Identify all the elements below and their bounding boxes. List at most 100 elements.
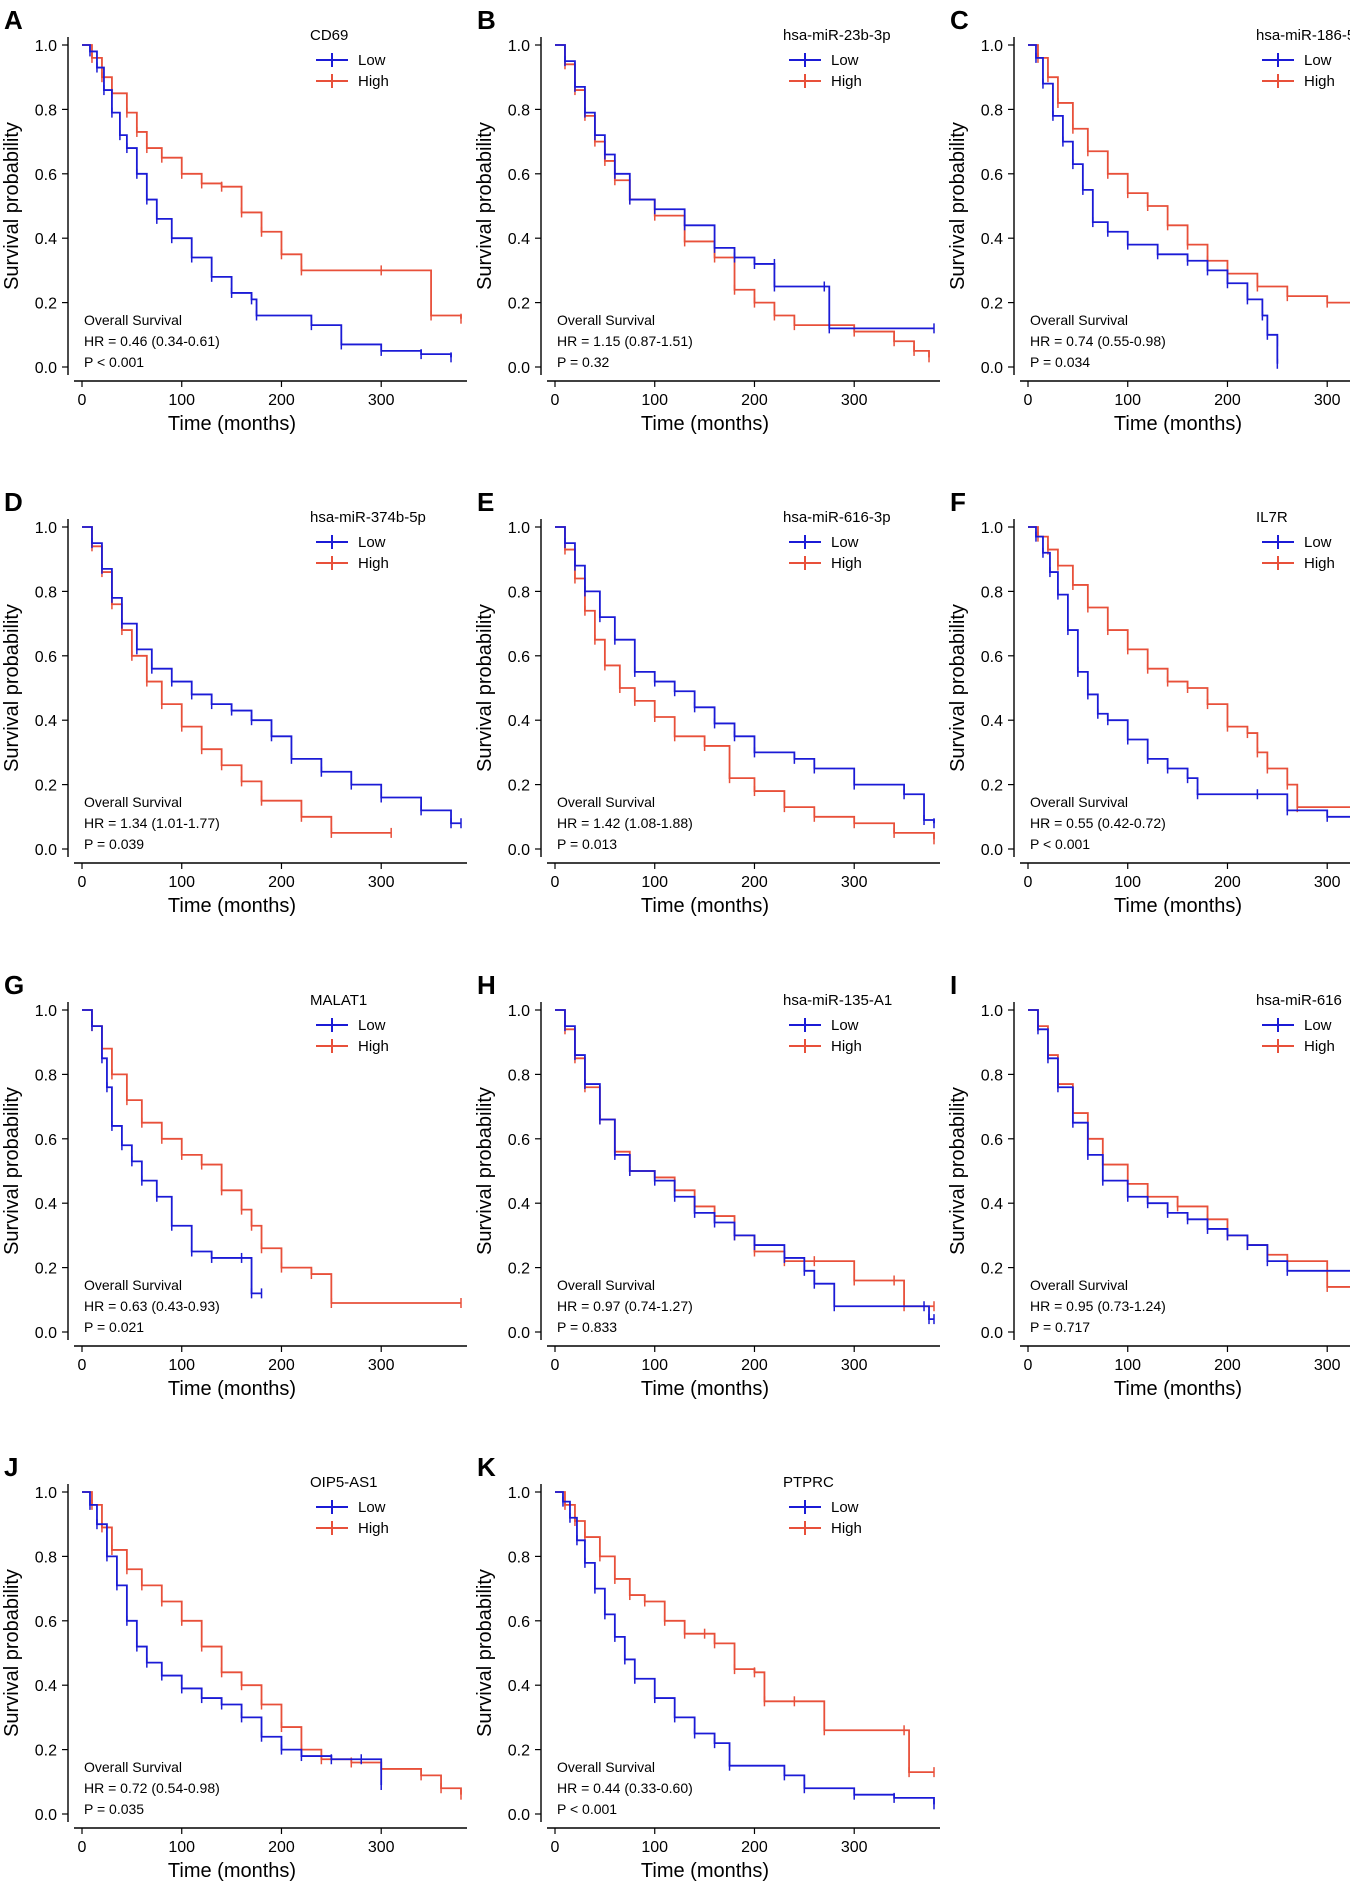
x-tick-label: 0: [551, 1839, 560, 1856]
y-tick-label: 0.2: [981, 1261, 1003, 1278]
y-tick-label: 1.0: [35, 38, 57, 55]
y-axis-label: Survival probability: [947, 122, 969, 290]
y-tick-label: 1.0: [35, 520, 57, 537]
y-tick-label: 0.0: [508, 360, 530, 377]
y-tick-label: 0.2: [508, 1261, 530, 1278]
y-tick-label: 0.6: [981, 167, 1003, 184]
legend-title: hsa-miR-186-5p: [1256, 27, 1350, 44]
x-tick-label: 300: [841, 1357, 868, 1374]
hr-label: HR = 0.46 (0.34-0.61): [84, 333, 220, 349]
y-axis-label: Survival probability: [1, 604, 23, 772]
legend-label-high: High: [358, 73, 389, 90]
panel-letter: I: [950, 970, 957, 1000]
legend-title: OIP5-AS1: [310, 1474, 378, 1491]
p-value-label: P = 0.021: [84, 1319, 144, 1335]
x-tick-label: 0: [78, 874, 87, 891]
panel-letter: D: [4, 487, 23, 517]
y-tick-label: 0.0: [35, 360, 57, 377]
km-curve-high: [555, 526, 935, 840]
km-curve-high: [1028, 1009, 1350, 1288]
y-tick-label: 0.2: [981, 778, 1003, 795]
legend-label-high: High: [831, 1038, 862, 1055]
y-tick-label: 1.0: [981, 520, 1003, 537]
legend-label-low: Low: [1304, 1017, 1332, 1034]
y-axis-label: Survival probability: [1, 122, 23, 290]
legend-title: PTPRC: [783, 1474, 834, 1491]
y-axis-label: Survival probability: [947, 604, 969, 772]
p-value-label: P = 0.034: [1030, 354, 1090, 370]
hr-label: HR = 1.42 (1.08-1.88): [557, 815, 693, 831]
legend-label-high: High: [1304, 555, 1335, 572]
y-tick-label: 0.4: [981, 231, 1003, 248]
x-tick-label: 300: [368, 1357, 395, 1374]
panel-letter: H: [477, 970, 496, 1000]
y-tick-label: 0.8: [981, 584, 1003, 601]
y-tick-label: 0.0: [35, 842, 57, 859]
km-panel-j: J 0.0 0.2 0.4 0.6 0.8 1.0 0 100 200 300 Time (month…: [1, 1452, 467, 1882]
y-tick-label: 0.2: [35, 296, 57, 313]
km-panel-f: F 0.0 0.2 0.4 0.6 0.8 1.0 0 100 200 300 Time (month…: [947, 487, 1350, 917]
x-tick-label: 300: [841, 392, 868, 409]
legend-label-low: Low: [1304, 534, 1332, 551]
legend-title: hsa-miR-374b-5p: [310, 509, 426, 526]
y-tick-label: 0.2: [508, 1743, 530, 1760]
y-tick-label: 0.6: [35, 649, 57, 666]
legend-label-high: High: [1304, 73, 1335, 90]
y-tick-label: 0.2: [35, 1743, 57, 1760]
x-tick-label: 0: [1024, 874, 1033, 891]
x-tick-label: 300: [368, 874, 395, 891]
y-tick-label: 0.0: [508, 842, 530, 859]
y-tick-label: 0.4: [508, 1678, 530, 1695]
x-tick-label: 100: [168, 392, 195, 409]
y-axis-label: Survival probability: [1, 1569, 23, 1737]
p-value-label: P = 0.717: [1030, 1319, 1090, 1335]
x-tick-label: 100: [168, 1357, 195, 1374]
legend-label-high: High: [831, 555, 862, 572]
km-panel-h: H 0.0 0.2 0.4 0.6 0.8 1.0 0 100 200 300 Time (month…: [474, 970, 940, 1400]
p-value-label: P = 0.039: [84, 836, 144, 852]
x-tick-label: 100: [1114, 874, 1141, 891]
os-label: Overall Survival: [1030, 312, 1128, 328]
y-tick-label: 0.0: [981, 360, 1003, 377]
y-tick-label: 1.0: [508, 1485, 530, 1502]
km-curve-low: [555, 1009, 934, 1321]
y-axis-label: Survival probability: [474, 604, 496, 772]
x-tick-label: 300: [368, 1839, 395, 1856]
x-tick-label: 200: [1214, 1357, 1241, 1374]
y-tick-label: 0.4: [35, 1196, 57, 1213]
y-tick-label: 0.0: [35, 1325, 57, 1342]
x-tick-label: 0: [1024, 1357, 1033, 1374]
hr-label: HR = 1.34 (1.01-1.77): [84, 815, 220, 831]
x-axis-label: Time (months): [1114, 895, 1242, 917]
y-tick-label: 0.2: [35, 1261, 57, 1278]
y-tick-label: 0.6: [508, 1614, 530, 1631]
panel-letter: K: [477, 1452, 496, 1482]
km-panel-b: B 0.0 0.2 0.4 0.6 0.8 1.0 0 100 200 300 Time (month…: [474, 5, 940, 435]
x-axis-label: Time (months): [641, 413, 769, 435]
y-tick-label: 0.4: [508, 231, 530, 248]
legend-label-low: Low: [358, 1499, 386, 1516]
x-tick-label: 0: [551, 1357, 560, 1374]
os-label: Overall Survival: [84, 312, 182, 328]
y-tick-label: 0.6: [35, 167, 57, 184]
hr-label: HR = 0.63 (0.43-0.93): [84, 1298, 220, 1314]
y-axis-label: Survival probability: [947, 1087, 969, 1255]
y-tick-label: 0.4: [508, 1196, 530, 1213]
km-panel-i: I 0.0 0.2 0.4 0.6 0.8 1.0 0 100 200 300 Time (month…: [947, 970, 1350, 1400]
x-tick-label: 200: [741, 392, 768, 409]
legend-title: hsa-miR-23b-3p: [783, 27, 891, 44]
panel-letter: A: [4, 5, 23, 35]
y-tick-label: 0.2: [35, 778, 57, 795]
p-value-label: P = 0.833: [557, 1319, 617, 1335]
x-tick-label: 100: [168, 1839, 195, 1856]
x-axis-label: Time (months): [1114, 1378, 1242, 1400]
y-tick-label: 0.0: [981, 1325, 1003, 1342]
km-curve-low: [1028, 44, 1279, 364]
x-tick-label: 200: [268, 1357, 295, 1374]
x-tick-label: 200: [268, 392, 295, 409]
x-tick-label: 100: [1114, 392, 1141, 409]
y-tick-label: 0.6: [35, 1614, 57, 1631]
y-tick-label: 0.6: [508, 1132, 530, 1149]
legend-label-high: High: [1304, 1038, 1335, 1055]
